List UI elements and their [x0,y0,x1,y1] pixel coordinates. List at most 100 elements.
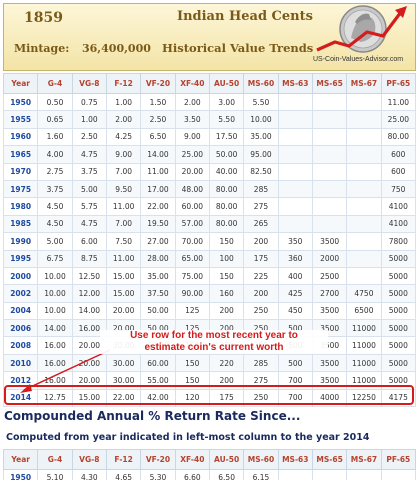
value-year-cell: 1970 [2,162,39,181]
value-value-cell [346,179,382,199]
value-value-cell [346,249,382,268]
value-value-cell: 20.00 [71,371,107,390]
value-value-cell: 4.25 [105,127,142,147]
value-column-header: MS-63 [277,73,313,94]
value-year-cell: 1995 [2,249,39,268]
value-value-cell [311,145,348,164]
value-row: 1975 3.75 5.00 9.50 17.00 48.00 80.00 285 750 [2,179,417,199]
value-value-cell: 42.00 [140,388,176,408]
value-year-cell: 2008 [2,336,39,355]
value-value-cell [346,214,382,234]
return-value-cell [277,469,313,480]
value-value-cell: 10.00 [37,284,73,303]
value-value-cell [277,179,313,199]
value-year-cell: 2002 [2,284,39,303]
value-value-cell: 5000 [380,284,417,303]
value-value-cell [311,92,348,112]
value-row: 1985 4.50 4.75 7.00 19.50 57.00 80.00 265 4100 [2,214,417,234]
value-value-cell: 11.00 [105,249,142,268]
value-value-cell: 3.00 [208,92,245,112]
value-row: 2012 16.00 20.00 30.00 55.00 150 200 275 700 3500… [2,371,417,390]
value-year-cell: 2014 [2,388,39,408]
value-value-cell [277,92,313,112]
value-value-cell: 7.00 [105,162,142,181]
value-value-cell: 2.50 [140,110,176,129]
value-value-cell: 60.00 [174,197,210,216]
value-row: 2014 12.75 15.00 22.00 42.00 120 175 250 700 4000… [2,388,417,408]
value-value-cell: 15.00 [105,284,142,303]
value-value-cell: 3500 [311,353,348,373]
value-value-cell [346,145,382,164]
value-value-cell [346,127,382,147]
site-logo-icon[interactable] [311,2,411,66]
value-year-cell: 1975 [2,179,39,199]
value-row: 1970 2.75 3.75 7.00 11.00 20.00 40.00 82.50 600 [2,162,417,181]
return-value-cell: 4.65 [105,469,142,480]
value-value-cell: 3500 [311,232,348,251]
return-row: 1950 5.10 4.30 4.65 5.30 6.60 6.50 6.15 [2,469,417,480]
return-column-header: F-12 [105,449,142,470]
section-subtitle: Computed from year indicated in left-mos… [6,432,370,443]
return-column-header: XF-40 [174,449,210,470]
value-value-cell: 7.50 [105,232,142,251]
value-value-cell: 4175 [380,388,417,408]
value-value-cell: 2700 [311,284,348,303]
value-value-cell: 200 [243,284,279,303]
value-value-cell: 11000 [346,319,382,338]
value-value-cell: 600 [380,145,417,164]
value-value-cell: 60.00 [140,353,176,373]
value-value-cell: 11000 [346,336,382,355]
callout-note: Use row for the most recent year to esti… [100,330,328,354]
value-row: 1980 4.50 5.75 11.00 22.00 60.00 80.00 275 4100 [2,197,417,216]
mintage-value: 36,400,000 [82,42,151,55]
value-value-cell [311,179,348,199]
value-value-cell: 5000 [380,319,417,338]
return-year-cell: 1950 [2,469,39,480]
return-value-cell: 5.30 [140,469,176,480]
value-value-cell: 4000 [311,388,348,408]
value-value-cell: 225 [243,266,279,286]
value-trends-table: Year G-4 VG-8 F-12 VF-20 XF-40 AU-50 MS-60 MS-63… [2,73,417,408]
value-value-cell: 2.00 [174,92,210,112]
value-value-cell: 200 [208,371,245,390]
value-value-cell: 5.50 [243,92,279,112]
value-value-cell: 7.00 [105,214,142,234]
value-column-header: F-12 [105,73,142,94]
callout-line-1: Use row for the most recent year to [130,330,298,341]
value-value-cell: 48.00 [174,179,210,199]
value-column-header: PF-65 [380,73,417,94]
value-row: 1965 4.00 4.75 9.00 14.00 25.00 50.00 95.00 600 [2,145,417,164]
value-value-cell: 7800 [380,232,417,251]
return-column-header: AU-50 [208,449,245,470]
value-year-cell: 2004 [2,301,39,321]
value-value-cell: 4.00 [37,145,73,164]
value-value-cell: 1.50 [140,92,176,112]
return-column-header: PF-65 [380,449,417,470]
value-value-cell: 35.00 [243,127,279,147]
return-value-cell: 4.30 [71,469,107,480]
value-value-cell: 80.00 [208,197,245,216]
value-year-cell: 1955 [2,110,39,129]
table-header-row: Year G-4 VG-8 F-12 VF-20 XF-40 AU-50 MS-60 MS-63… [2,73,417,94]
value-row: 1950 0.50 0.75 1.00 1.50 2.00 3.00 5.50 11.00 [2,92,417,112]
return-column-header: Year [2,449,39,470]
value-value-cell [311,127,348,147]
value-value-cell [311,110,348,129]
value-column-header: XF-40 [174,73,210,94]
value-column-header: MS-67 [346,73,382,94]
value-value-cell: 20.00 [174,162,210,181]
value-value-cell: 4100 [380,214,417,234]
section-title: Compounded Annual % Return Rate Since... [4,409,301,423]
value-value-cell: 95.00 [243,145,279,164]
value-value-cell: 28.00 [140,249,176,268]
value-value-cell: 175 [208,388,245,408]
value-year-cell: 1950 [2,92,39,112]
value-year-cell: 1985 [2,214,39,234]
return-value-cell [346,469,382,480]
value-value-cell: 55.00 [140,371,176,390]
value-column-header: G-4 [37,73,73,94]
value-value-cell: 3.75 [71,162,107,181]
value-value-cell: 6.50 [140,127,176,147]
callout-line-2: estimate coin's current worth [144,342,284,353]
value-value-cell: 0.65 [37,110,73,129]
